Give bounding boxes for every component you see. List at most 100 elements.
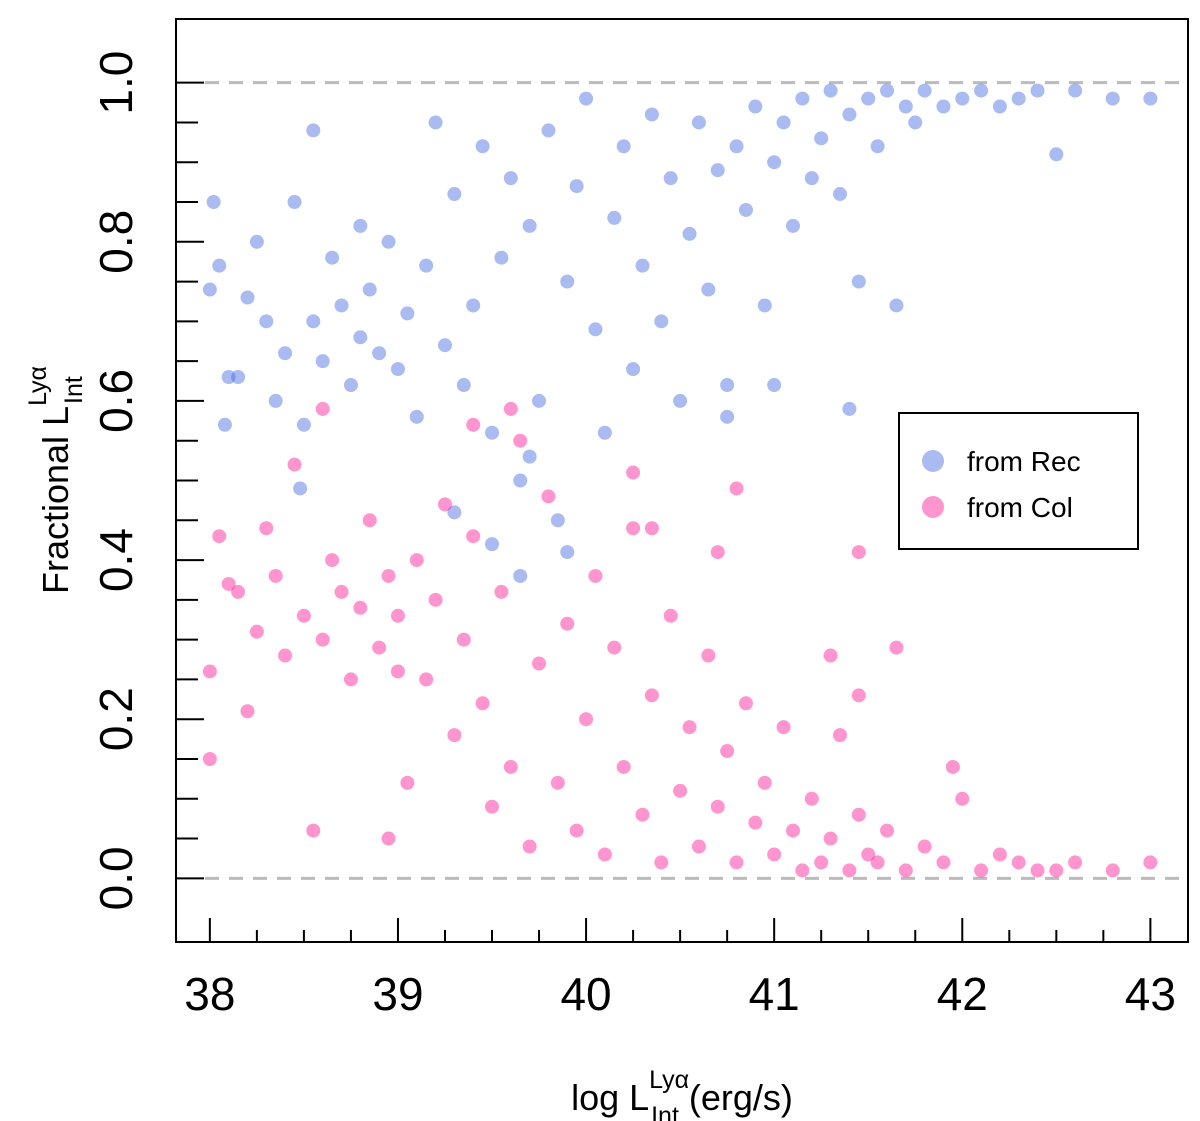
y-axis-tick-labels: 0.0 0.2 0.4 0.6 0.8 1.0 [90,51,142,911]
x-axis-ticks [208,918,1152,942]
legend: from Rec from Col [898,412,1139,550]
data-point [381,568,396,583]
data-point [315,354,330,369]
data-point [1143,855,1158,870]
data-point [202,751,217,766]
y-tick-label: 1.0 [90,51,142,115]
data-point [616,139,631,154]
data-point [635,807,650,822]
data-point [522,449,537,464]
data-point [400,775,415,790]
data-point [221,576,236,591]
data-point [296,608,311,623]
data-point [626,465,641,480]
data-point [494,250,509,265]
data-point [231,370,246,385]
y-tick-label: 0.8 [90,210,142,274]
data-point [644,521,659,536]
data-point [767,378,782,393]
data-point [1049,147,1064,162]
data-point [757,298,772,313]
data-point [231,584,246,599]
data-point [597,847,612,862]
data-point [240,290,255,305]
data-point [898,99,913,114]
data-point [503,401,518,416]
data-point [917,83,932,98]
data-point [466,529,481,544]
y-axis-title: Fractional LLyα Int [24,366,88,594]
data-point [691,839,706,854]
x-axis-tick-labels: 38 39 40 41 42 43 [184,968,1176,1020]
data-point [437,338,452,353]
data-point [823,831,838,846]
data-point [419,672,434,687]
data-point [720,409,735,424]
data-point [550,513,565,528]
data-point [372,640,387,655]
data-point [475,139,490,154]
x-tick-label: 38 [184,968,235,1020]
data-point [202,664,217,679]
data-point [466,298,481,313]
data-point [992,847,1007,862]
data-point [513,568,528,583]
data-point [936,855,951,870]
data-point [569,179,584,194]
data-point [400,306,415,321]
data-point [240,704,255,719]
data-point [654,855,669,870]
data-point [955,91,970,106]
y-tick-label: 0.6 [90,369,142,433]
data-point [644,107,659,122]
series-from-rec [202,83,1158,583]
data-point [447,728,462,743]
data-point [381,234,396,249]
legend-box [898,412,1139,550]
y-tick-label: 0.2 [90,687,142,751]
data-point [870,139,885,154]
data-point [353,600,368,615]
data-point [485,425,500,440]
data-point [776,115,791,130]
data-point [334,298,349,313]
data-point [278,648,293,663]
data-point [607,640,622,655]
data-point [447,505,462,520]
data-point [616,759,631,774]
data-point [503,171,518,186]
data-point [1030,83,1045,98]
data-point [390,608,405,623]
data-point [710,163,725,178]
data-point [588,322,603,337]
data-point [701,282,716,297]
data-point [833,187,848,202]
data-point [550,775,565,790]
data-point [823,648,838,663]
data-point [663,608,678,623]
data-point [334,584,349,599]
data-point [889,298,904,313]
data-point [673,393,688,408]
data-point [795,91,810,106]
data-point [626,521,641,536]
data-point [1068,855,1083,870]
data-point [917,839,932,854]
data-point [795,863,810,878]
data-point [644,688,659,703]
data-point [814,855,829,870]
data-point [212,258,227,273]
x-tick-label: 42 [937,968,988,1020]
data-point [889,640,904,655]
data-point [287,457,302,472]
data-point [306,123,321,138]
data-point [701,648,716,663]
data-point [249,624,264,639]
data-point [738,202,753,217]
data-point [898,863,913,878]
data-point [485,537,500,552]
data-point [851,807,866,822]
x-tick-label: 40 [560,968,611,1020]
data-point [212,529,227,544]
data-point [748,99,763,114]
